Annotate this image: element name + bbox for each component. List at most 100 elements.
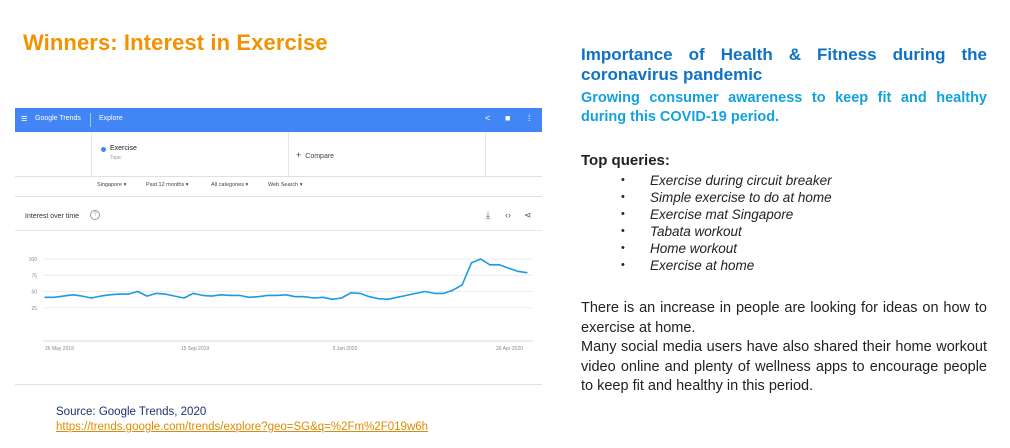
list-item: • Exercise during circuit breaker	[621, 173, 832, 188]
data-point	[248, 296, 250, 298]
data-point	[507, 267, 510, 269]
bullet: •	[621, 225, 625, 237]
list-item: • Simple exercise to do at home	[621, 190, 832, 205]
card-title: Interest over time	[25, 213, 80, 220]
data-point	[164, 293, 167, 295]
feedback-icon[interactable]: ■	[505, 113, 511, 123]
data-point	[415, 292, 417, 295]
apps-icon[interactable]: ⁞	[528, 113, 531, 123]
search-term-name: Exercise	[110, 145, 137, 152]
data-point	[229, 294, 231, 296]
data-point	[322, 296, 324, 298]
data-point	[387, 298, 389, 300]
embed-icon[interactable]: ‹›	[505, 210, 511, 220]
share-icon[interactable]: ⋖	[524, 210, 532, 220]
list-item: • Home workout	[621, 241, 738, 256]
search-term-card[interactable]: Exercise Topic	[91, 132, 289, 176]
top-queries-list: • Exercise during circuit breaker • Simple…	[621, 172, 832, 274]
download-icon[interactable]: ⤓	[486, 210, 490, 220]
divider	[90, 113, 91, 127]
x-tick-label: 26 May 2019	[45, 346, 74, 352]
data-point	[100, 295, 102, 297]
data-point	[72, 294, 74, 296]
data-point	[118, 293, 120, 295]
trends-top-bar: ≡ Google Trends Explore < ■ ⁞	[15, 108, 542, 132]
data-point	[461, 284, 463, 286]
filter-category[interactable]: All categories ▾	[211, 182, 249, 188]
help-icon[interactable]: ?	[90, 210, 100, 220]
top-queries-label: Top queries:	[581, 152, 670, 169]
data-point	[62, 295, 65, 297]
series-line	[45, 258, 528, 301]
x-tick-label: 5 Jan 2020	[333, 346, 358, 352]
bullet: •	[621, 174, 625, 186]
data-point	[517, 270, 519, 272]
data-point	[183, 297, 185, 299]
data-point	[378, 298, 380, 300]
interest-line-chart: 100 75 50 25 26 May 2019 15 Sep 2019 5 Jan 202…	[29, 257, 533, 352]
menu-icon[interactable]: ≡	[21, 113, 28, 125]
data-point	[146, 295, 148, 297]
right-subheading: Growing consumer awareness to keep fit a…	[581, 90, 987, 125]
list-item: • Exercise at home	[621, 258, 755, 273]
data-point	[127, 293, 130, 295]
data-point	[220, 294, 222, 296]
filter-time[interactable]: Past 12 months ▾	[146, 182, 189, 188]
search-terms-row: Exercise Topic + Compare	[15, 132, 542, 177]
data-point	[285, 294, 287, 296]
data-point	[396, 296, 398, 298]
filters-row: Singapore ▾ Past 12 months ▾ All categor…	[15, 176, 542, 197]
data-point	[109, 294, 111, 296]
filter-search-type[interactable]: Web Search ▾	[268, 182, 303, 188]
data-point	[470, 262, 472, 264]
data-point	[192, 292, 194, 295]
data-point	[53, 296, 55, 298]
data-point	[239, 294, 241, 296]
data-point	[44, 296, 46, 298]
source-caption: Source: Google Trends, 2020	[56, 406, 207, 418]
data-point	[303, 296, 306, 298]
data-point	[359, 292, 361, 295]
data-point	[331, 298, 333, 300]
divider	[15, 230, 542, 231]
data-point	[442, 292, 445, 295]
data-point	[294, 296, 296, 298]
paragraph-social-media: Many social media users have also shared…	[581, 339, 987, 394]
data-point	[266, 294, 269, 296]
right-heading: Importance of Health & Fitness during th…	[581, 45, 987, 84]
list-item: • Exercise mat Singapore	[621, 207, 794, 222]
data-point	[137, 290, 139, 293]
trends-logo[interactable]: Google Trends	[35, 115, 81, 122]
data-point	[480, 258, 482, 260]
compare-button[interactable]: + Compare	[296, 150, 334, 160]
data-point	[155, 292, 157, 295]
paragraph-increase: There is an increase in people are looki…	[581, 300, 987, 336]
data-point	[368, 296, 371, 298]
data-point	[433, 292, 435, 295]
data-point	[405, 294, 408, 296]
data-point	[341, 297, 343, 299]
source-link[interactable]: https://trends.google.com/trends/explore…	[56, 421, 429, 433]
data-point	[498, 264, 500, 266]
search-term-type: Topic	[110, 155, 122, 161]
data-point	[90, 297, 92, 299]
data-point	[201, 294, 204, 296]
x-tick-label: 26 Apr 2020	[496, 346, 523, 352]
data-point	[526, 272, 528, 274]
y-tick-label: 75	[31, 273, 37, 279]
y-tick-label: 50	[31, 290, 37, 296]
data-point	[350, 292, 352, 294]
share-icon[interactable]: <	[485, 113, 491, 123]
x-tick-label: 15 Sep 2019	[181, 346, 210, 352]
filter-region[interactable]: Singapore ▾	[97, 182, 127, 188]
list-item: • Tabata workout	[621, 224, 742, 239]
data-point	[257, 296, 259, 298]
compare-label: Compare	[305, 153, 335, 160]
bullet: •	[621, 242, 625, 254]
explore-tab[interactable]: Explore	[99, 115, 123, 122]
google-trends-embed: ≡ Google Trends Explore < ■ ⁞ Exercise T…	[15, 108, 542, 385]
plus-icon: +	[296, 150, 302, 160]
data-point	[211, 295, 213, 297]
y-tick-label: 100	[29, 257, 38, 263]
divider	[485, 132, 486, 176]
